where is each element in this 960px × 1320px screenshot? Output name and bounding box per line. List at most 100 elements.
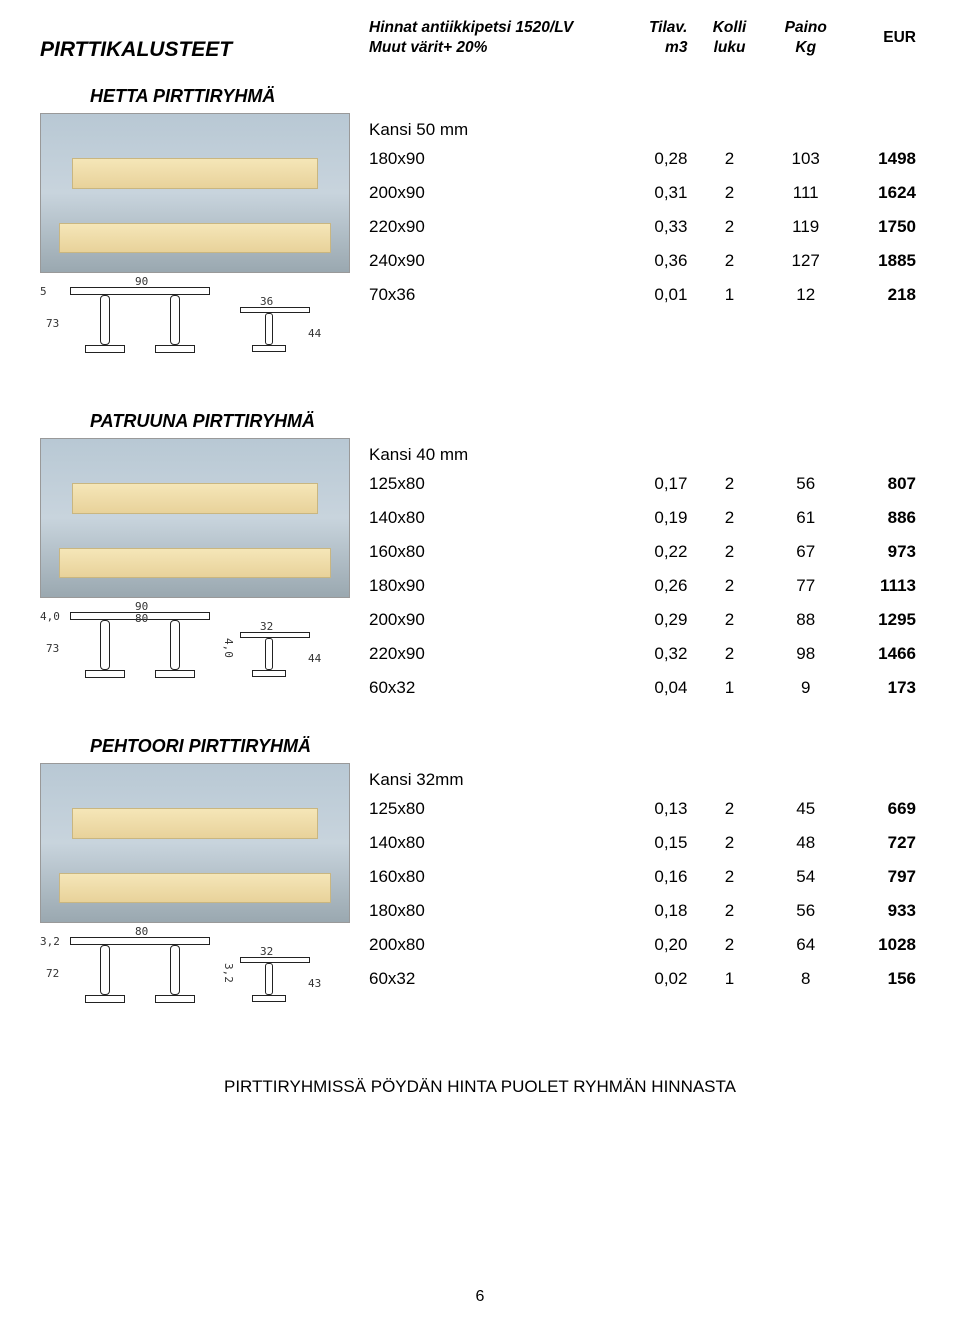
cell-spec: 180x80 bbox=[365, 894, 615, 928]
cell-spec: 60x32 bbox=[365, 671, 615, 705]
cell-volume: 0,01 bbox=[615, 278, 691, 312]
cell-spec: 200x90 bbox=[365, 603, 615, 637]
cell-weight: 88 bbox=[768, 603, 844, 637]
cell-weight: 64 bbox=[768, 928, 844, 962]
cell-volume: 0,18 bbox=[615, 894, 691, 928]
cell-kolli: 2 bbox=[691, 826, 767, 860]
cell-kolli: 2 bbox=[691, 894, 767, 928]
product-photo bbox=[40, 438, 350, 598]
cell-kolli: 2 bbox=[691, 501, 767, 535]
hdr-spec-2: Muut värit+ 20% bbox=[365, 38, 615, 58]
footer-note: PIRTTIRYHMISSÄ PÖYDÄN HINTA PUOLET RYHMÄ… bbox=[40, 1077, 920, 1097]
cell-kolli: 1 bbox=[691, 278, 767, 312]
cell-price: 1885 bbox=[844, 244, 920, 278]
cell-price: 886 bbox=[844, 501, 920, 535]
cell-price: 1295 bbox=[844, 603, 920, 637]
cell-volume: 0,36 bbox=[615, 244, 691, 278]
hdr-c4: EUR bbox=[844, 18, 920, 58]
section-title: PEHTOORI PIRTTIRYHMÄ bbox=[40, 736, 920, 757]
hdr-c1-1: Tilav. bbox=[615, 18, 691, 38]
cell-kolli: 1 bbox=[691, 962, 767, 996]
cell-volume: 0,13 bbox=[615, 792, 691, 826]
product-section: PATRUUNA PIRTTIRYHMÄ 90 80 73 32 44 4,0 … bbox=[40, 411, 920, 712]
cell-kolli: 2 bbox=[691, 928, 767, 962]
sketch-label: 32 bbox=[260, 620, 273, 633]
cell-price: 173 bbox=[844, 671, 920, 705]
cell-weight: 67 bbox=[768, 535, 844, 569]
image-column: 90 80 73 32 44 4,0 4,0 bbox=[40, 438, 365, 712]
dimension-sketch: 90 80 73 32 44 4,0 4,0 bbox=[40, 602, 350, 712]
table-row: 180x80 0,18 2 56 933 bbox=[365, 894, 920, 928]
price-table: Kansi 40 mm 125x80 0,17 2 56 807 140x80 … bbox=[365, 438, 920, 705]
image-column: 80 72 32 43 3,2 3,2 bbox=[40, 763, 365, 1037]
table-row: 220x90 0,32 2 98 1466 bbox=[365, 637, 920, 671]
cell-kolli: 2 bbox=[691, 792, 767, 826]
cell-price: 1028 bbox=[844, 928, 920, 962]
sketch-label: 4,0 bbox=[222, 638, 235, 658]
cell-volume: 0,19 bbox=[615, 501, 691, 535]
image-column: 90 73 36 44 5 bbox=[40, 113, 365, 387]
cell-price: 1750 bbox=[844, 210, 920, 244]
cell-weight: 127 bbox=[768, 244, 844, 278]
sketch-label: 43 bbox=[308, 977, 321, 990]
sketch-label: 44 bbox=[308, 652, 321, 665]
cell-weight: 98 bbox=[768, 637, 844, 671]
table-row: 200x90 0,29 2 88 1295 bbox=[365, 603, 920, 637]
cell-spec: 160x80 bbox=[365, 860, 615, 894]
hdr-c2-1: Kolli bbox=[691, 18, 767, 38]
table-row: 125x80 0,13 2 45 669 bbox=[365, 792, 920, 826]
cell-spec: 60x32 bbox=[365, 962, 615, 996]
cell-price: 218 bbox=[844, 278, 920, 312]
cell-spec: 180x90 bbox=[365, 569, 615, 603]
cell-weight: 111 bbox=[768, 176, 844, 210]
cell-spec: 240x90 bbox=[365, 244, 615, 278]
cell-spec: 200x80 bbox=[365, 928, 615, 962]
cell-kolli: 2 bbox=[691, 467, 767, 501]
cell-weight: 61 bbox=[768, 501, 844, 535]
cell-weight: 48 bbox=[768, 826, 844, 860]
cell-volume: 0,29 bbox=[615, 603, 691, 637]
table-row: 180x90 0,28 2 103 1498 bbox=[365, 142, 920, 176]
cell-price: 1113 bbox=[844, 569, 920, 603]
cell-volume: 0,26 bbox=[615, 569, 691, 603]
sketch-label: 80 bbox=[135, 925, 148, 938]
table-subhead: Kansi 50 mm bbox=[365, 113, 615, 142]
cell-spec: 220x90 bbox=[365, 210, 615, 244]
cell-price: 807 bbox=[844, 467, 920, 501]
cell-kolli: 2 bbox=[691, 210, 767, 244]
cell-price: 727 bbox=[844, 826, 920, 860]
table-row: 160x80 0,16 2 54 797 bbox=[365, 860, 920, 894]
table-subhead: Kansi 32mm bbox=[365, 763, 615, 792]
price-table: Kansi 50 mm 180x90 0,28 2 103 1498 200x9… bbox=[365, 113, 920, 312]
sketch-label: 73 bbox=[46, 317, 59, 330]
cell-spec: 200x90 bbox=[365, 176, 615, 210]
sketch-label: 90 bbox=[135, 275, 148, 288]
cell-price: 156 bbox=[844, 962, 920, 996]
cell-spec: 180x90 bbox=[365, 142, 615, 176]
cell-kolli: 2 bbox=[691, 535, 767, 569]
hdr-c1-2: m3 bbox=[615, 38, 691, 58]
cell-kolli: 2 bbox=[691, 244, 767, 278]
sketch-label: 80 bbox=[135, 612, 148, 625]
sketch-label: 32 bbox=[260, 945, 273, 958]
hdr-c2-2: luku bbox=[691, 38, 767, 58]
table-row: 180x90 0,26 2 77 1113 bbox=[365, 569, 920, 603]
cell-weight: 8 bbox=[768, 962, 844, 996]
hdr-spec-1: Hinnat antiikkipetsi 1520/LV bbox=[365, 18, 615, 38]
cell-kolli: 1 bbox=[691, 671, 767, 705]
cell-volume: 0,02 bbox=[615, 962, 691, 996]
sketch-label: 3,2 bbox=[40, 935, 60, 948]
header-columns-table: Hinnat antiikkipetsi 1520/LV Tilav. Koll… bbox=[365, 18, 920, 58]
cell-weight: 77 bbox=[768, 569, 844, 603]
product-photo bbox=[40, 113, 350, 273]
cell-weight: 9 bbox=[768, 671, 844, 705]
cell-kolli: 2 bbox=[691, 603, 767, 637]
dimension-sketch: 90 73 36 44 5 bbox=[40, 277, 350, 387]
product-section: HETTA PIRTTIRYHMÄ 90 73 36 44 5 Kansi 50… bbox=[40, 86, 920, 387]
table-row: 240x90 0,36 2 127 1885 bbox=[365, 244, 920, 278]
table-row: 125x80 0,17 2 56 807 bbox=[365, 467, 920, 501]
table-row: 200x90 0,31 2 111 1624 bbox=[365, 176, 920, 210]
cell-volume: 0,22 bbox=[615, 535, 691, 569]
cell-weight: 103 bbox=[768, 142, 844, 176]
cell-weight: 56 bbox=[768, 894, 844, 928]
